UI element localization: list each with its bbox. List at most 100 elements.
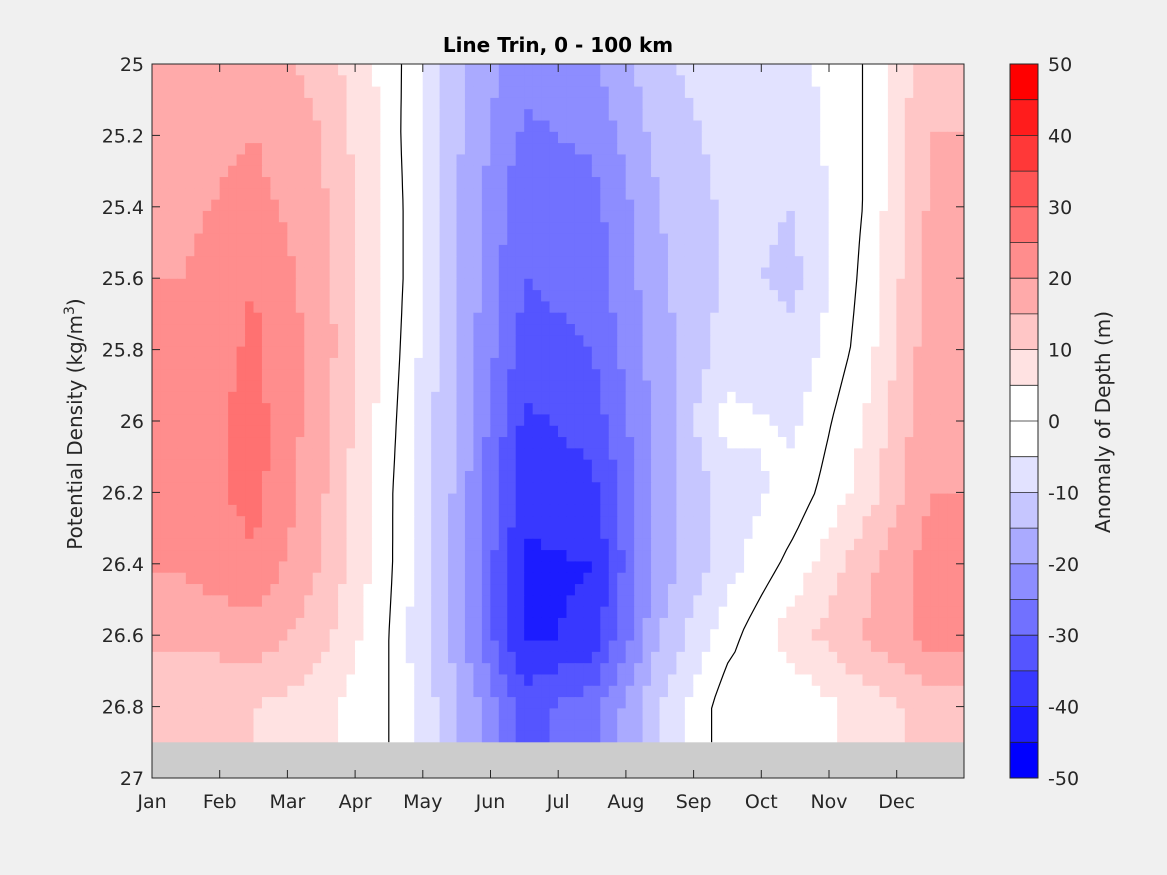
heatmap-cell [905, 211, 914, 223]
heatmap-cell [414, 516, 423, 528]
heatmap-cell [211, 629, 220, 641]
heatmap-cell [854, 482, 863, 494]
heatmap-cell [566, 369, 575, 381]
heatmap-cell [676, 324, 685, 336]
heatmap-cell [465, 437, 474, 449]
heatmap-cell [795, 414, 804, 426]
heatmap-cell [795, 313, 804, 325]
heatmap-cell [634, 324, 643, 336]
heatmap-cell [507, 482, 516, 494]
heatmap-cell [160, 256, 169, 268]
heatmap-cell [448, 313, 457, 325]
heatmap-cell [668, 494, 677, 506]
heatmap-cell [846, 234, 855, 246]
heatmap-cell [685, 143, 694, 155]
heatmap-cell [152, 98, 161, 110]
heatmap-cell [727, 290, 736, 302]
heatmap-cell [905, 166, 914, 178]
heatmap-cell [152, 403, 161, 415]
heatmap-cell [626, 256, 635, 268]
heatmap-cell [676, 437, 685, 449]
heatmap-cell [211, 290, 220, 302]
heatmap-cell [583, 448, 592, 460]
heatmap-cell [490, 460, 499, 472]
heatmap-cell [254, 211, 263, 223]
heatmap-cell [736, 539, 745, 551]
heatmap-cell [600, 200, 609, 212]
heatmap-cell [431, 279, 440, 291]
heatmap-cell [710, 143, 719, 155]
heatmap-cell [262, 618, 271, 630]
heatmap-cell [736, 301, 745, 313]
heatmap-cell [803, 121, 812, 133]
heatmap-cell [956, 132, 965, 144]
heatmap-cell [693, 426, 702, 438]
heatmap-cell [651, 324, 660, 336]
heatmap-cell [448, 98, 457, 110]
heatmap-cell [575, 414, 584, 426]
heatmap-cell [211, 505, 220, 517]
heatmap-cell [592, 607, 601, 619]
heatmap-cell [702, 188, 711, 200]
heatmap-cell [668, 200, 677, 212]
heatmap-cell [473, 98, 482, 110]
heatmap-cell [660, 301, 669, 313]
heatmap-cell [254, 607, 263, 619]
heatmap-cell [702, 516, 711, 528]
heatmap-cell [330, 539, 339, 551]
heatmap-cell [338, 98, 347, 110]
heatmap-cell [211, 267, 220, 279]
heatmap-cell [321, 87, 330, 99]
heatmap-cell [406, 87, 415, 99]
heatmap-cell [507, 505, 516, 517]
heatmap-cell [922, 154, 931, 166]
heatmap-cell [482, 245, 491, 257]
heatmap-cell [744, 403, 753, 415]
heatmap-cell [795, 347, 804, 359]
heatmap-cell [262, 426, 271, 438]
heatmap-cell [296, 403, 305, 415]
heatmap-cell [194, 618, 203, 630]
heatmap-cell [186, 245, 195, 257]
heatmap-cell [795, 358, 804, 370]
heatmap-cell [262, 234, 271, 246]
heatmap-cell [617, 629, 626, 641]
heatmap-cell [913, 437, 922, 449]
heatmap-cell [389, 279, 398, 291]
heatmap-cell [524, 98, 533, 110]
heatmap-cell [152, 290, 161, 302]
heatmap-cell [380, 188, 389, 200]
heatmap-cell [778, 109, 787, 121]
heatmap-cell [956, 188, 965, 200]
heatmap-cell [888, 392, 897, 404]
heatmap-cell [254, 528, 263, 540]
heatmap-cell [660, 539, 669, 551]
heatmap-cell [558, 166, 567, 178]
heatmap-cell [330, 335, 339, 347]
heatmap-cell [922, 256, 931, 268]
heatmap-cell [457, 188, 466, 200]
heatmap-cell [397, 448, 406, 460]
heatmap-cell [507, 426, 516, 438]
heatmap-cell [888, 109, 897, 121]
heatmap-cell [651, 222, 660, 234]
heatmap-cell [837, 234, 846, 246]
heatmap-cell [736, 381, 745, 393]
heatmap-cell [313, 290, 322, 302]
heatmap-cell [169, 267, 178, 279]
heatmap-cell [626, 403, 635, 415]
heatmap-cell [803, 414, 812, 426]
heatmap-cell [744, 87, 753, 99]
heatmap-cell [380, 132, 389, 144]
heatmap-cell [600, 482, 609, 494]
heatmap-cell [829, 573, 838, 585]
heatmap-cell [863, 403, 872, 415]
heatmap-cell [228, 132, 237, 144]
heatmap-cell [423, 584, 432, 596]
heatmap-cell [930, 528, 939, 540]
heatmap-cell [397, 414, 406, 426]
heatmap-cell [846, 641, 855, 653]
heatmap-cell [888, 369, 897, 381]
heatmap-cell [812, 87, 821, 99]
heatmap-cell [795, 471, 804, 483]
